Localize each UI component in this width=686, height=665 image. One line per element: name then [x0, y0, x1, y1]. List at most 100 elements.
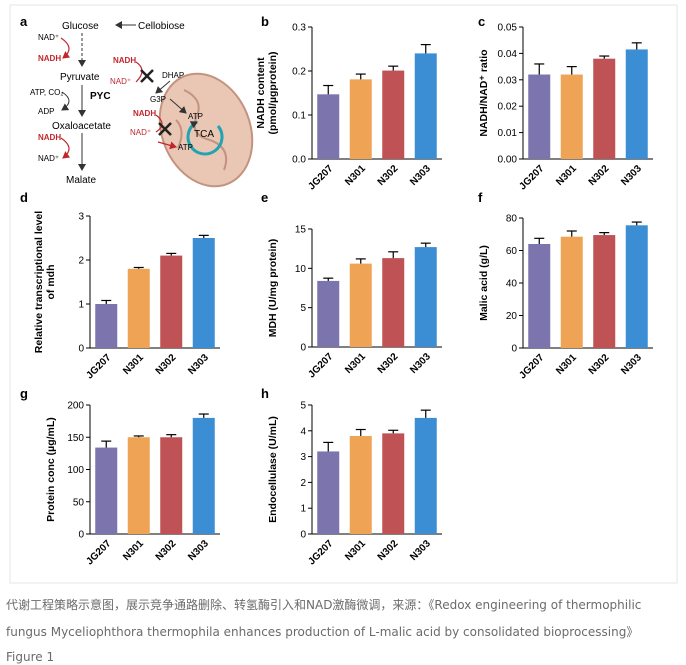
bar-N302: [160, 437, 183, 534]
y-tick-label: 0.0: [292, 155, 306, 166]
glucose-label: Glucose: [62, 21, 99, 32]
y-axis-label: Endocellulase (U/mL): [267, 416, 279, 523]
y-tick-label: 5: [300, 303, 306, 314]
mitochondrion-cristae: [183, 89, 228, 171]
bar-N301: [560, 236, 583, 348]
y-tick-label: 3: [78, 212, 84, 223]
y-tick-label: 5: [300, 401, 306, 412]
adp-label: ADP: [38, 107, 54, 116]
y-tick-label: 0.03: [498, 75, 518, 86]
bar-charts: b 0.0 0.1 0.2 0.3 NADH content (pmol/µgprotein…: [20, 14, 653, 567]
bar-N303: [414, 53, 437, 159]
y-tick-label: 0.00: [498, 155, 518, 166]
nadh-label-3: NADH: [113, 56, 136, 65]
y-tick-label: 1: [300, 504, 306, 515]
nad-plus-label-4: NAD⁺: [130, 128, 151, 137]
malate-label: Malate: [66, 175, 96, 186]
y-tick-label: 0.04: [498, 49, 518, 60]
panel-letter-e: e: [261, 190, 268, 205]
y-tick-label: 40: [506, 279, 518, 290]
y-axis-label: Malic acid (g/L): [478, 245, 490, 321]
bar-N302: [593, 58, 616, 159]
bar-N303: [192, 238, 215, 348]
y-tick-label: 0.02: [498, 102, 518, 113]
pyc-label: PYC: [90, 91, 111, 102]
bar-N303: [414, 417, 437, 534]
panel-letter-f: f: [478, 190, 483, 205]
y-tick-label: 0.2: [292, 67, 306, 78]
y-tick-label: 0.05: [498, 23, 518, 34]
y-tick-label: 0.01: [498, 128, 518, 139]
y-tick-label: 10: [295, 264, 307, 275]
y-tick-label: 0: [78, 344, 84, 355]
bar-N301: [127, 437, 150, 534]
bar-N303: [414, 247, 437, 347]
nadh-label-1: NADH: [38, 54, 61, 63]
y-tick-label: 150: [67, 433, 84, 444]
deleted-pathway-x-1: [140, 69, 154, 83]
nad-reduction-curve-1: [60, 37, 71, 59]
bar-JG207: [95, 304, 118, 348]
tca-cycle-arrow: [186, 120, 224, 156]
atp-label-1: ATP: [188, 112, 203, 121]
bar-N301: [349, 435, 372, 534]
dhap-label: DHAP: [162, 71, 184, 80]
nad-plus-label-2: NAD⁺: [38, 154, 59, 163]
bar-N302: [382, 70, 405, 159]
y-tick-label: 2: [78, 256, 84, 267]
g3p-label: G3P: [150, 95, 166, 104]
bar-N303: [192, 417, 215, 534]
figure-caption-line-1: 代谢工程策略示意图，展示竞争通路删除、转氢酶引入和NAD激酶微调，来源：《Red…: [6, 598, 642, 612]
atp-co2-label: ATP, CO₂: [30, 88, 63, 97]
bar-N302: [593, 235, 616, 348]
metabolic-schematic: a Glucose Cellobiose NAD⁺ NADH Pyruvate …: [20, 14, 254, 188]
y-axis-label: NADH content: [255, 57, 267, 129]
panel-letter-a: a: [20, 14, 28, 29]
y-tick-label: 15: [295, 225, 307, 236]
y-tick-label: 3: [300, 452, 306, 463]
y-axis-label: Relative transcriptional level: [33, 211, 45, 353]
y-tick-label: 1: [78, 300, 84, 311]
figure-panel: a Glucose Cellobiose NAD⁺ NADH Pyruvate …: [9, 4, 678, 584]
g3p-to-atp-arrow: [169, 98, 187, 114]
y-tick-label: 0: [78, 530, 84, 541]
y-axis-label: MDH (U/mg protein): [267, 239, 279, 338]
y-axis-label: Protein conc (µg/mL): [45, 417, 57, 522]
figure-caption-line-2: fungus Myceliophthora thermophila enhanc…: [6, 625, 639, 639]
y-tick-label: 2: [300, 478, 306, 489]
bar-JG207: [317, 94, 340, 159]
y-tick-label: 0: [300, 343, 306, 354]
y-axis-label: (pmol/µgprotein): [267, 51, 279, 134]
y-tick-label: 200: [67, 401, 84, 412]
bar-JG207: [317, 451, 340, 534]
nadh-label-4: NADH: [133, 109, 156, 118]
panel-letter-b: b: [261, 14, 269, 29]
bar-N302: [382, 433, 405, 534]
bar-N302: [160, 255, 183, 348]
y-tick-label: 100: [67, 465, 84, 476]
bar-JG207: [528, 244, 551, 348]
nad-plus-label-1: NAD⁺: [38, 33, 59, 42]
panel-letter-g: g: [20, 386, 28, 401]
bar-JG207: [317, 280, 340, 347]
nadh-label-2: NADH: [38, 133, 61, 142]
y-tick-label: 4: [300, 426, 306, 437]
mitochondrion-cristae-2: [175, 119, 183, 149]
bar-JG207: [95, 447, 118, 534]
bar-JG207: [528, 74, 551, 159]
y-tick-label: 0: [300, 530, 306, 541]
oxaloacetate-label: Oxaloacetate: [52, 121, 111, 132]
mitochondrion-shape: [158, 72, 254, 188]
y-tick-label: 0.3: [292, 23, 306, 34]
atp-consumption-curve: [61, 91, 70, 111]
y-axis-label: of mdh: [45, 265, 57, 300]
y-tick-label: 0.1: [292, 111, 306, 122]
deleted-pathway-x-2: [158, 122, 172, 136]
bar-N301: [127, 268, 150, 348]
nadh-oxidation-curve: [60, 137, 71, 159]
panel-letter-h: h: [261, 386, 269, 401]
bar-N301: [349, 263, 372, 347]
atp-label-2: ATP: [178, 143, 193, 152]
dhap-to-g3p-arrow: [155, 80, 171, 94]
bar-N303: [625, 225, 648, 348]
